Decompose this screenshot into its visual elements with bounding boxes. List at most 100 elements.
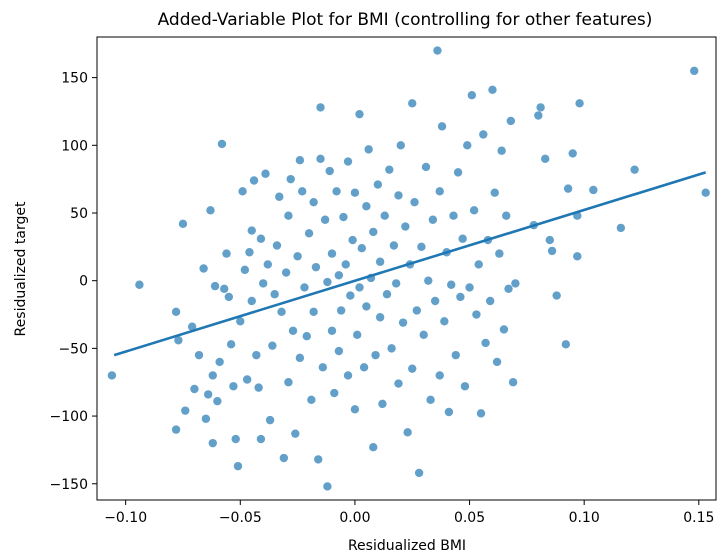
scatter-point [447,280,456,289]
scatter-point [291,429,300,438]
scatter-point [492,357,502,367]
scatter-point [485,296,495,306]
scatter-point [208,371,217,380]
scatter-point [481,338,490,348]
scatter-point [444,407,454,417]
scatter-point [201,414,211,423]
scatter-point [330,388,339,398]
scatter-point [371,350,380,360]
scatter-point [350,188,360,197]
scatter-point [314,455,323,464]
scatter-point [217,139,227,149]
scatter-point [309,307,318,317]
scatter-point [575,99,584,108]
scatter-point [355,109,364,119]
plot-area [96,36,717,501]
scatter-point [346,291,355,300]
scatter-point [488,85,497,95]
scatter-point [268,341,277,350]
scatter-point [534,111,543,120]
scatter-point [545,235,554,245]
scatter-point [295,353,305,363]
scatter-point [424,276,433,285]
scatter-point [547,246,557,256]
x-tick-label: 0.05 [454,510,485,526]
scatter-point [199,264,208,273]
scatter-point [194,350,204,360]
scatter-point [318,363,328,372]
scatter-point [589,185,598,195]
scatter-point [357,243,366,253]
scatter-point [307,395,316,405]
y-tick-label: −50 [58,341,88,357]
scatter-point [245,248,254,257]
scatter-point [435,187,444,196]
scatter-point [417,242,426,252]
y-tick-label: 50 [70,206,88,222]
scatter-point [107,371,117,380]
scatter-point [499,325,509,334]
scatter-point [332,187,341,196]
x-tick-label: −0.10 [104,510,147,526]
scatter-point [297,187,307,196]
scatter-point [339,212,348,222]
scatter-point [224,292,234,302]
scatter-point [401,222,410,231]
scatter-point [231,434,240,444]
scatter-point [238,187,247,196]
scatter-point [451,350,460,360]
scatter-point [403,428,412,437]
scatter-point [380,211,389,220]
scatter-point [430,296,440,306]
scatter-point [573,252,582,261]
scatter-point [348,235,357,245]
scatter-point [316,103,325,112]
scatter-point [408,364,417,373]
scatter-point [281,268,291,277]
scatter-point [323,277,332,287]
scatter-point [552,291,561,300]
scatter-point [364,145,373,154]
scatter-point [233,461,243,471]
scatter-point [561,340,571,349]
scatter-point [396,141,405,150]
scatter-point [375,313,385,322]
scatter-point [568,149,577,158]
scatter-point [437,122,447,131]
scatter-point [373,180,383,189]
scatter-point [456,292,465,302]
scatter-point [343,371,353,380]
scatter-point [469,206,479,215]
scatter-point [334,346,344,356]
scatter-point [275,192,284,201]
scatter-point [206,206,215,215]
scatter-point [433,46,442,55]
scatter-point [353,330,362,340]
scatter-point [690,66,699,76]
chart-title: Added-Variable Plot for BMI (controlling… [158,10,653,30]
scatter-point [222,249,231,258]
scatter-point [327,326,337,335]
scatter-point [178,219,188,229]
scatter-point [465,283,474,292]
scatter-point [213,396,222,406]
scatter-point [208,438,217,448]
scatter-point [394,379,403,388]
scatter-point [295,156,305,165]
scatter-point [419,330,428,340]
scatter-point [181,406,190,415]
scatter-point [265,415,275,425]
scatter-point [323,482,332,491]
x-tick-label: −0.05 [219,510,262,526]
scatter-point [391,279,401,288]
scatter-point [426,395,435,405]
scatter-point [630,165,639,174]
scatter-point [385,165,394,174]
x-tick-label: 0.00 [339,510,370,526]
scatter-point [504,284,513,294]
scatter-point [467,91,477,100]
scatter-point [171,307,181,317]
scatter-point [453,168,463,177]
y-tick-label: 0 [79,274,88,290]
